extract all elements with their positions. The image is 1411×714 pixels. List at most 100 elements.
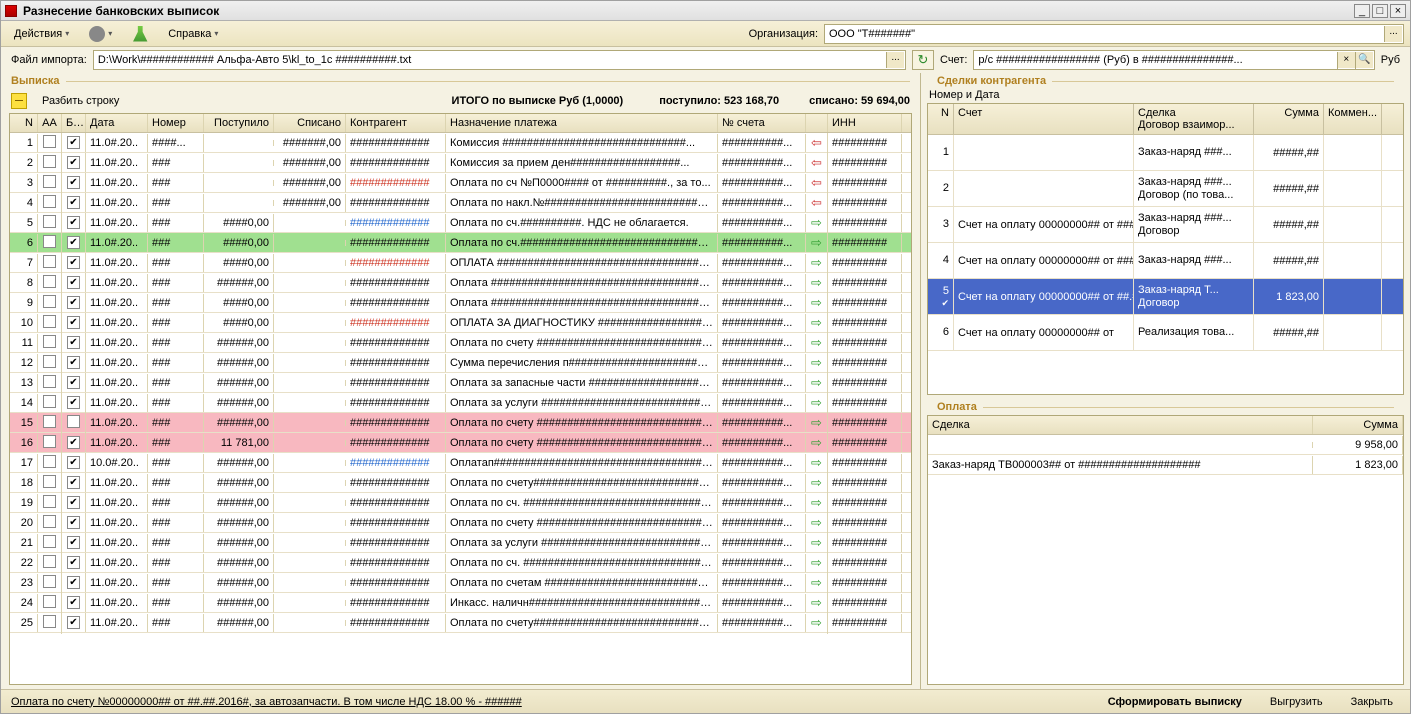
account-clear-button[interactable]: ×	[1337, 52, 1355, 70]
col-aa[interactable]: АА	[38, 114, 62, 132]
aa-checkbox[interactable]	[43, 215, 56, 228]
bux-checkbox[interactable]	[67, 196, 80, 209]
bux-checkbox[interactable]	[67, 476, 80, 489]
help-menu[interactable]: Справка▾	[161, 25, 225, 43]
table-row[interactable]: 1311.0#.20..#########,00#############Опл…	[10, 373, 911, 393]
dcol-account[interactable]: Счет	[954, 104, 1134, 134]
aa-checkbox[interactable]	[43, 235, 56, 248]
table-row[interactable]: 2111.0#.20..#########,00#############Опл…	[10, 533, 911, 553]
table-row[interactable]: 911.0#.20..#######0,00#############Оплат…	[10, 293, 911, 313]
col-counterparty[interactable]: Контрагент	[346, 114, 446, 132]
bux-checkbox[interactable]	[67, 376, 80, 389]
table-row[interactable]: 111.0#.20..####...#######,00############…	[10, 133, 911, 153]
close-button[interactable]: ×	[1390, 4, 1406, 18]
table-row[interactable]: 411.0#.20..##########,00#############Опл…	[10, 193, 911, 213]
organization-select-button[interactable]: ...	[1384, 26, 1402, 42]
col-outgoing[interactable]: Списано	[274, 114, 346, 132]
bux-checkbox[interactable]	[67, 256, 80, 269]
table-row[interactable]: 611.0#.20..#######0,00#############Оплат…	[10, 233, 911, 253]
table-row[interactable]: 711.0#.20..#######0,00#############ОПЛАТ…	[10, 253, 911, 273]
table-row[interactable]: 811.0#.20..#########,00#############Опла…	[10, 273, 911, 293]
deals-grid-body[interactable]: 1Заказ-наряд ###...#####,##2Заказ-наряд …	[928, 135, 1403, 394]
col-incoming[interactable]: Поступило	[204, 114, 274, 132]
table-row[interactable]: 1710.0#.20..#########,00#############Опл…	[10, 453, 911, 473]
aa-checkbox[interactable]	[43, 315, 56, 328]
aa-checkbox[interactable]	[43, 535, 56, 548]
bux-checkbox[interactable]	[67, 516, 80, 529]
dcol-deal[interactable]: Сделка Договор взаимор...	[1134, 104, 1254, 134]
table-row[interactable]: 311.0#.20..##########,00#############Опл…	[10, 173, 911, 193]
deal-row[interactable]: 1Заказ-наряд ###...#####,##	[928, 135, 1403, 171]
dcol-comment[interactable]: Коммен...	[1324, 104, 1382, 134]
aa-checkbox[interactable]	[43, 335, 56, 348]
table-row[interactable]: 1211.0#.20..#########,00#############Сум…	[10, 353, 911, 373]
table-row[interactable]: 1411.0#.20..#########,00#############Опл…	[10, 393, 911, 413]
table-row[interactable]: 2511.0#.20..#########,00#############Опл…	[10, 613, 911, 633]
col-inn[interactable]: ИНН	[828, 114, 902, 132]
deal-row[interactable]: 4Счет на оплату 00000000## от ##########…	[928, 243, 1403, 279]
refresh-button[interactable]: ↻	[912, 50, 934, 70]
table-row[interactable]: 2211.0#.20..#########,00#############Опл…	[10, 553, 911, 573]
col-account[interactable]: № счета	[718, 114, 806, 132]
aa-checkbox[interactable]	[43, 455, 56, 468]
generate-statement-button[interactable]: Сформировать выписку	[1101, 693, 1249, 711]
bux-checkbox[interactable]	[67, 415, 80, 428]
aa-checkbox[interactable]	[43, 175, 56, 188]
aa-checkbox[interactable]	[43, 355, 56, 368]
aa-checkbox[interactable]	[43, 615, 56, 628]
table-row[interactable]: 1111.0#.20..#########,00#############Опл…	[10, 333, 911, 353]
bux-checkbox[interactable]	[67, 456, 80, 469]
bux-checkbox[interactable]	[67, 336, 80, 349]
aa-checkbox[interactable]	[43, 595, 56, 608]
aa-checkbox[interactable]	[43, 135, 56, 148]
dcol-n[interactable]: N	[928, 104, 954, 134]
deal-row[interactable]: 5✔Счет на оплату 00000000## от ##.##.###…	[928, 279, 1403, 315]
aa-checkbox[interactable]	[43, 155, 56, 168]
table-row[interactable]: 1611.0#.20..###11 781,00#############Опл…	[10, 433, 911, 453]
bux-checkbox[interactable]	[67, 436, 80, 449]
bux-checkbox[interactable]	[67, 156, 80, 169]
table-row[interactable]: 1511.0#.20..#########,00#############Опл…	[10, 413, 911, 433]
deal-row[interactable]: 6Счет на оплату 00000000## отРеализация …	[928, 315, 1403, 351]
file-browse-button[interactable]: ...	[886, 52, 904, 68]
bux-checkbox[interactable]	[67, 536, 80, 549]
aa-checkbox[interactable]	[43, 575, 56, 588]
maximize-button[interactable]: □	[1372, 4, 1388, 18]
deal-row[interactable]: 2Заказ-наряд ###...Договор (по това...##…	[928, 171, 1403, 207]
payments-grid-body[interactable]: 9 958,00Заказ-наряд ТВ000003## от ######…	[928, 435, 1403, 684]
aa-checkbox[interactable]	[43, 275, 56, 288]
pcol-deal[interactable]: Сделка	[928, 416, 1313, 434]
aa-checkbox[interactable]	[43, 395, 56, 408]
payment-row[interactable]: 9 958,00	[928, 435, 1403, 455]
col-bux[interactable]: Бух	[62, 114, 86, 132]
payment-row[interactable]: Заказ-наряд ТВ000003## от ##############…	[928, 455, 1403, 475]
bux-checkbox[interactable]	[67, 316, 80, 329]
bux-checkbox[interactable]	[67, 276, 80, 289]
table-row[interactable]: 511.0#.20..#######0,00#############Оплат…	[10, 213, 911, 233]
table-row[interactable]: 2311.0#.20..#########,00#############Опл…	[10, 573, 911, 593]
table-row[interactable]: 1911.0#.20..#########,00#############Опл…	[10, 493, 911, 513]
aa-checkbox[interactable]	[43, 255, 56, 268]
table-row[interactable]: 2411.0#.20..#########,00#############Инк…	[10, 593, 911, 613]
pcol-sum[interactable]: Сумма	[1313, 416, 1403, 434]
aa-checkbox[interactable]	[43, 555, 56, 568]
bux-checkbox[interactable]	[67, 356, 80, 369]
col-purpose[interactable]: Назначение платежа	[446, 114, 718, 132]
aa-checkbox[interactable]	[43, 375, 56, 388]
bux-checkbox[interactable]	[67, 236, 80, 249]
close-app-button[interactable]: Закрыть	[1344, 693, 1400, 711]
bux-checkbox[interactable]	[67, 136, 80, 149]
aa-checkbox[interactable]	[43, 295, 56, 308]
dcol-sum[interactable]: Сумма	[1254, 104, 1324, 134]
organization-input[interactable]: ООО "Т#######" ...	[824, 24, 1404, 44]
aa-checkbox[interactable]	[43, 475, 56, 488]
col-date[interactable]: Дата	[86, 114, 148, 132]
bux-checkbox[interactable]	[67, 496, 80, 509]
import-file-input[interactable]: D:\Work\############ Альфа-Авто 5\kl_to_…	[93, 50, 906, 70]
col-n[interactable]: N	[10, 114, 38, 132]
aa-checkbox[interactable]	[43, 515, 56, 528]
col-nomer[interactable]: Номер	[148, 114, 204, 132]
bux-checkbox[interactable]	[67, 616, 80, 629]
bux-checkbox[interactable]	[67, 556, 80, 569]
bux-checkbox[interactable]	[67, 176, 80, 189]
